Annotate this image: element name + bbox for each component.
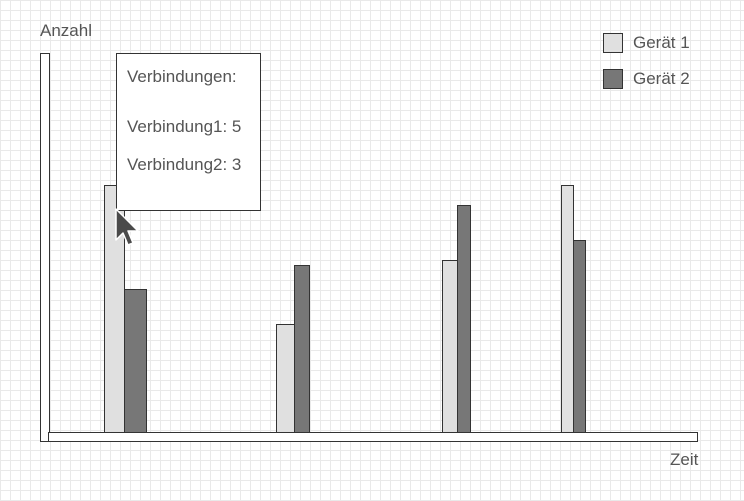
tooltip: Verbindungen: Verbindung1: 5 Verbindung2… [116, 53, 261, 211]
tooltip-title: Verbindungen: [127, 67, 237, 86]
tooltip-line-1: Verbindung1: 5 [127, 117, 242, 136]
legend-label-geraet-1: Gerät 1 [633, 33, 690, 52]
bar-series-1-group-3[interactable] [442, 260, 458, 433]
legend-swatch-geraet-2 [603, 69, 623, 89]
bar-series-2-group-3[interactable] [457, 205, 471, 433]
legend-item-geraet-2: Gerät 2 [603, 69, 690, 89]
bar-series-2-group-1[interactable] [124, 289, 147, 433]
tooltip-line-2: Verbindung2: 3 [127, 155, 242, 174]
x-axis [48, 432, 698, 442]
y-axis-label: Anzahl [40, 21, 92, 40]
legend-swatch-geraet-1 [603, 33, 623, 53]
bar-series-1-group-2[interactable] [276, 324, 296, 433]
mouse-pointer-icon [115, 208, 139, 246]
y-axis [40, 53, 50, 442]
x-axis-label: Zeit [670, 450, 699, 469]
bar-series-2-group-4[interactable] [573, 240, 586, 433]
legend-item-geraet-1: Gerät 1 [603, 33, 690, 53]
legend-label-geraet-2: Gerät 2 [633, 69, 690, 88]
bar-series-2-group-2[interactable] [294, 265, 310, 433]
